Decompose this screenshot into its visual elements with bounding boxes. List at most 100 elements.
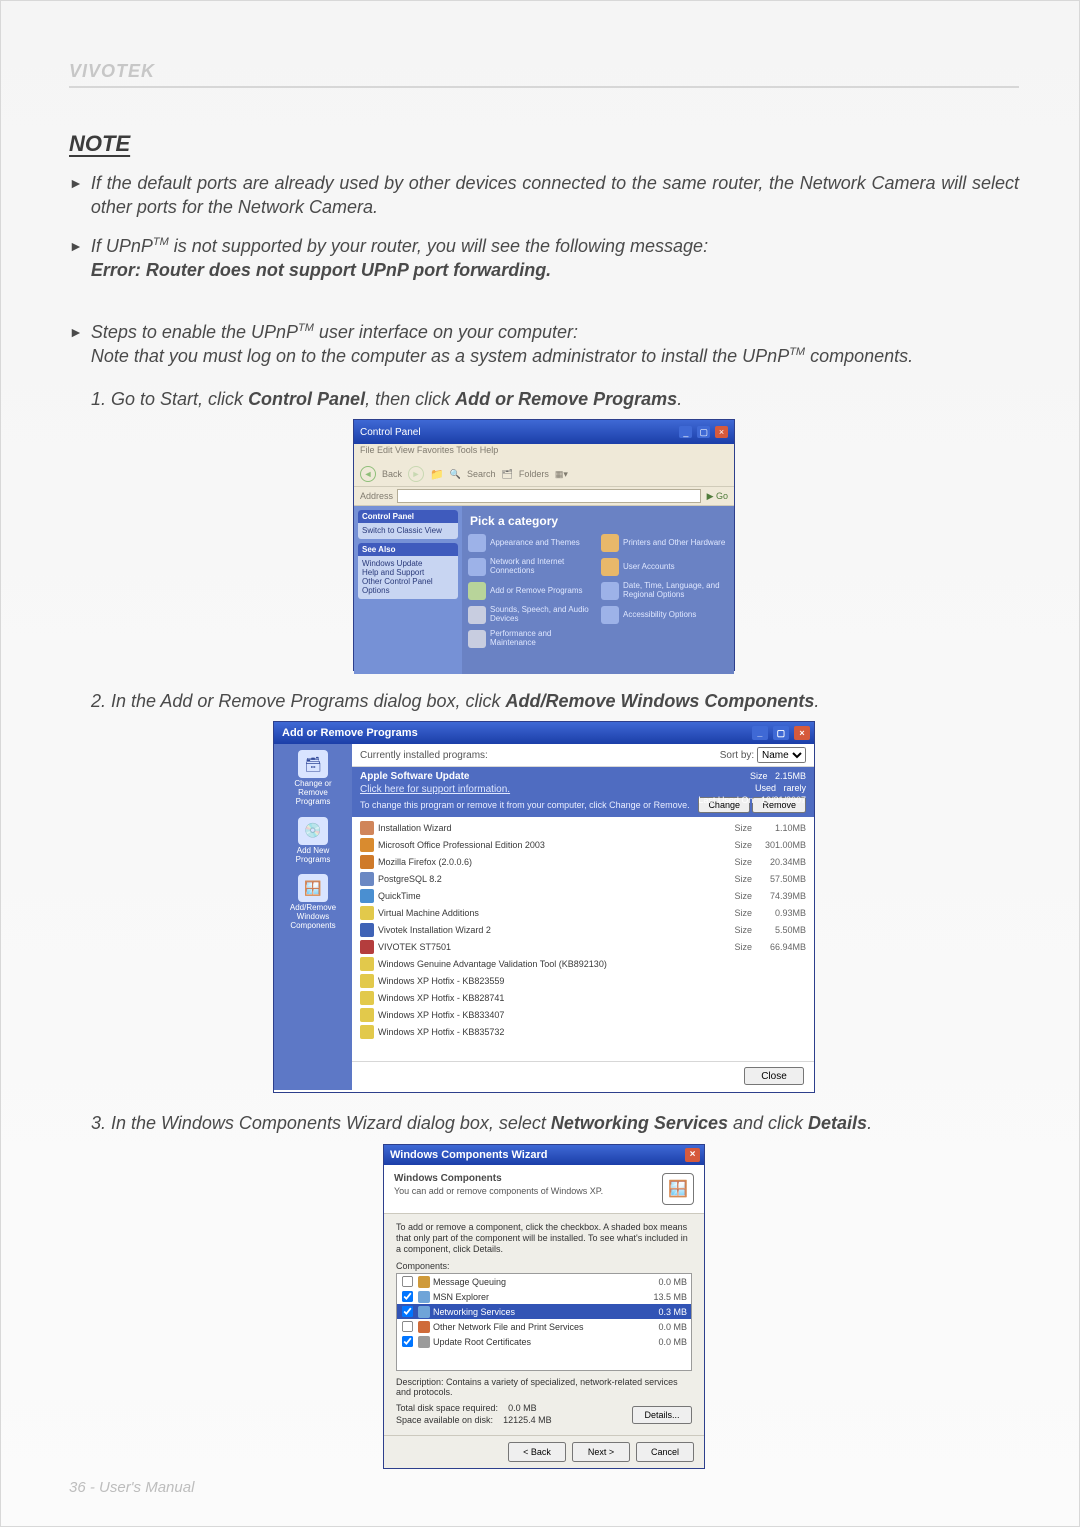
cancel-button[interactable]: Cancel: [636, 1442, 694, 1462]
text: 3. In the Windows Components Wizard dial…: [91, 1113, 551, 1133]
category-item[interactable]: Sounds, Speech, and Audio Devices: [468, 606, 595, 624]
category-item[interactable]: Performance and Maintenance: [468, 630, 595, 648]
program-row[interactable]: PostgreSQL 8.2Size57.50MB: [360, 870, 806, 887]
component-checkbox[interactable]: [402, 1306, 413, 1317]
cp-body: Control Panel Switch to Classic View See…: [354, 506, 734, 674]
category-label: Add or Remove Programs: [490, 587, 582, 596]
back-icon[interactable]: ◄: [360, 466, 376, 482]
window-titlebar[interactable]: Add or Remove Programs _ ▢ ×: [274, 722, 814, 744]
sidebar-item-change-remove[interactable]: 🗃Change or Remove Programs: [280, 750, 346, 806]
program-row[interactable]: Windows XP Hotfix - KB833407: [360, 1006, 806, 1023]
installed-label: Currently installed programs:: [360, 750, 720, 761]
category-icon: [468, 606, 486, 624]
program-row[interactable]: VIVOTEK ST7501Size66.94MB: [360, 938, 806, 955]
maximize-icon[interactable]: ▢: [697, 426, 710, 438]
close-icon[interactable]: ×: [794, 726, 810, 740]
minimize-icon[interactable]: _: [679, 426, 692, 438]
address-bar[interactable]: Address ▶ Go: [354, 487, 734, 506]
program-row[interactable]: Windows Genuine Advantage Validation Too…: [360, 955, 806, 972]
component-size: 0.0 MB: [658, 1337, 687, 1347]
size-label: Size: [716, 908, 752, 918]
category-item[interactable]: Appearance and Themes: [468, 534, 595, 552]
component-name: Message Queuing: [433, 1277, 658, 1287]
program-row[interactable]: Virtual Machine AdditionsSize0.93MB: [360, 904, 806, 921]
close-button[interactable]: Close: [744, 1067, 804, 1085]
text: is not supported by your router, you wil…: [169, 236, 708, 256]
req-value: 0.0 MB: [508, 1403, 537, 1413]
program-row[interactable]: Microsoft Office Professional Edition 20…: [360, 836, 806, 853]
program-row[interactable]: Windows XP Hotfix - KB823559: [360, 972, 806, 989]
component-item[interactable]: Other Network File and Print Services0.0…: [397, 1319, 691, 1334]
program-row[interactable]: Windows XP Hotfix - KB835732: [360, 1023, 806, 1040]
text: user interface on your computer:: [314, 322, 578, 342]
go-button[interactable]: ▶ Go: [707, 491, 728, 502]
bullet-text: Steps to enable the UPnPTM user interfac…: [91, 320, 1019, 369]
category-item[interactable]: Accessibility Options: [601, 606, 728, 624]
component-item[interactable]: MSN Explorer13.5 MB: [397, 1289, 691, 1304]
switch-view-link[interactable]: Switch to Classic View: [362, 526, 454, 535]
category-item[interactable]: Date, Time, Language, and Regional Optio…: [601, 582, 728, 600]
selected-program[interactable]: Apple Software Update Click here for sup…: [352, 767, 814, 817]
step-1: 1. Go to Start, click Control Panel, the…: [91, 387, 1019, 411]
tm-mark: TM: [789, 346, 805, 358]
category-item[interactable]: Add or Remove Programs: [468, 582, 595, 600]
program-row[interactable]: Windows XP Hotfix - KB828741: [360, 989, 806, 1006]
category-icon: [468, 630, 486, 648]
search-icon[interactable]: 🔍: [450, 469, 461, 480]
up-icon[interactable]: 📁: [430, 468, 444, 481]
size-label: Size: [716, 874, 752, 884]
window-titlebar[interactable]: Windows Components Wizard ×: [384, 1145, 704, 1165]
back-label: Back: [382, 469, 402, 479]
triangle-icon: [69, 174, 83, 193]
component-checkbox[interactable]: [402, 1276, 413, 1287]
disk-space-text: Total disk space required: 0.0 MB Space …: [396, 1403, 552, 1426]
program-row[interactable]: QuickTimeSize74.39MB: [360, 887, 806, 904]
program-row[interactable]: Installation WizardSize1.10MB: [360, 819, 806, 836]
component-item[interactable]: Message Queuing0.0 MB: [397, 1274, 691, 1289]
folders-icon[interactable]: 🗂: [501, 469, 512, 480]
program-name: Windows Genuine Advantage Validation Too…: [378, 959, 806, 969]
close-icon[interactable]: ×: [715, 426, 728, 438]
program-row[interactable]: Vivotek Installation Wizard 2Size5.50MB: [360, 921, 806, 938]
component-checkbox[interactable]: [402, 1336, 413, 1347]
spacer: [69, 296, 1019, 320]
component-item[interactable]: Networking Services0.3 MB: [397, 1304, 691, 1319]
minimize-icon[interactable]: _: [752, 726, 768, 740]
close-icon[interactable]: ×: [685, 1148, 700, 1162]
see-also-link[interactable]: Windows Update: [362, 559, 454, 568]
text: .: [867, 1113, 872, 1133]
component-checkbox[interactable]: [402, 1291, 413, 1302]
menubar[interactable]: File Edit View Favorites Tools Help: [354, 444, 734, 462]
arp-body: 🗃Change or Remove Programs 💿Add New Prog…: [274, 744, 814, 1090]
program-row[interactable]: Mozilla Firefox (2.0.0.6)Size20.34MB: [360, 853, 806, 870]
window-titlebar[interactable]: Control Panel _ ▢ ×: [354, 420, 734, 444]
sidebar-item-windows-components[interactable]: 🪟Add/Remove Windows Components: [280, 874, 346, 930]
toolbar[interactable]: ◄ Back ► 📁 🔍Search 🗂Folders ▦▾: [354, 462, 734, 487]
see-also-link[interactable]: Help and Support: [362, 568, 454, 577]
address-label: Address: [360, 491, 393, 501]
program-icon: [360, 940, 374, 954]
components-list[interactable]: Message Queuing0.0 MBMSN Explorer13.5 MB…: [396, 1273, 692, 1371]
views-icon[interactable]: ▦▾: [555, 469, 568, 480]
next-button[interactable]: Next >: [572, 1442, 630, 1462]
category-item[interactable]: User Accounts: [601, 558, 728, 576]
component-size: 0.3 MB: [658, 1307, 687, 1317]
back-button[interactable]: < Back: [508, 1442, 566, 1462]
category-item[interactable]: Printers and Other Hardware: [601, 534, 728, 552]
text: components.: [805, 346, 913, 366]
sidebar-item-add-new[interactable]: 💿Add New Programs: [280, 817, 346, 865]
component-checkbox[interactable]: [402, 1321, 413, 1332]
component-item[interactable]: Update Root Certificates0.0 MB: [397, 1334, 691, 1349]
maximize-icon[interactable]: ▢: [773, 726, 789, 740]
forward-icon[interactable]: ►: [408, 466, 424, 482]
program-list[interactable]: Installation WizardSize1.10MBMicrosoft O…: [352, 817, 814, 1061]
category-item[interactable]: Network and Internet Connections: [468, 558, 595, 576]
sort-select[interactable]: Name: [757, 747, 806, 763]
note-heading: NOTE: [69, 131, 1019, 157]
address-input[interactable]: [397, 489, 701, 503]
size-label: Size: [716, 942, 752, 952]
program-icon: [360, 821, 374, 835]
label: Change or Remove Programs: [294, 779, 331, 806]
details-button[interactable]: Details...: [632, 1406, 692, 1424]
see-also-link[interactable]: Other Control Panel Options: [362, 577, 454, 595]
